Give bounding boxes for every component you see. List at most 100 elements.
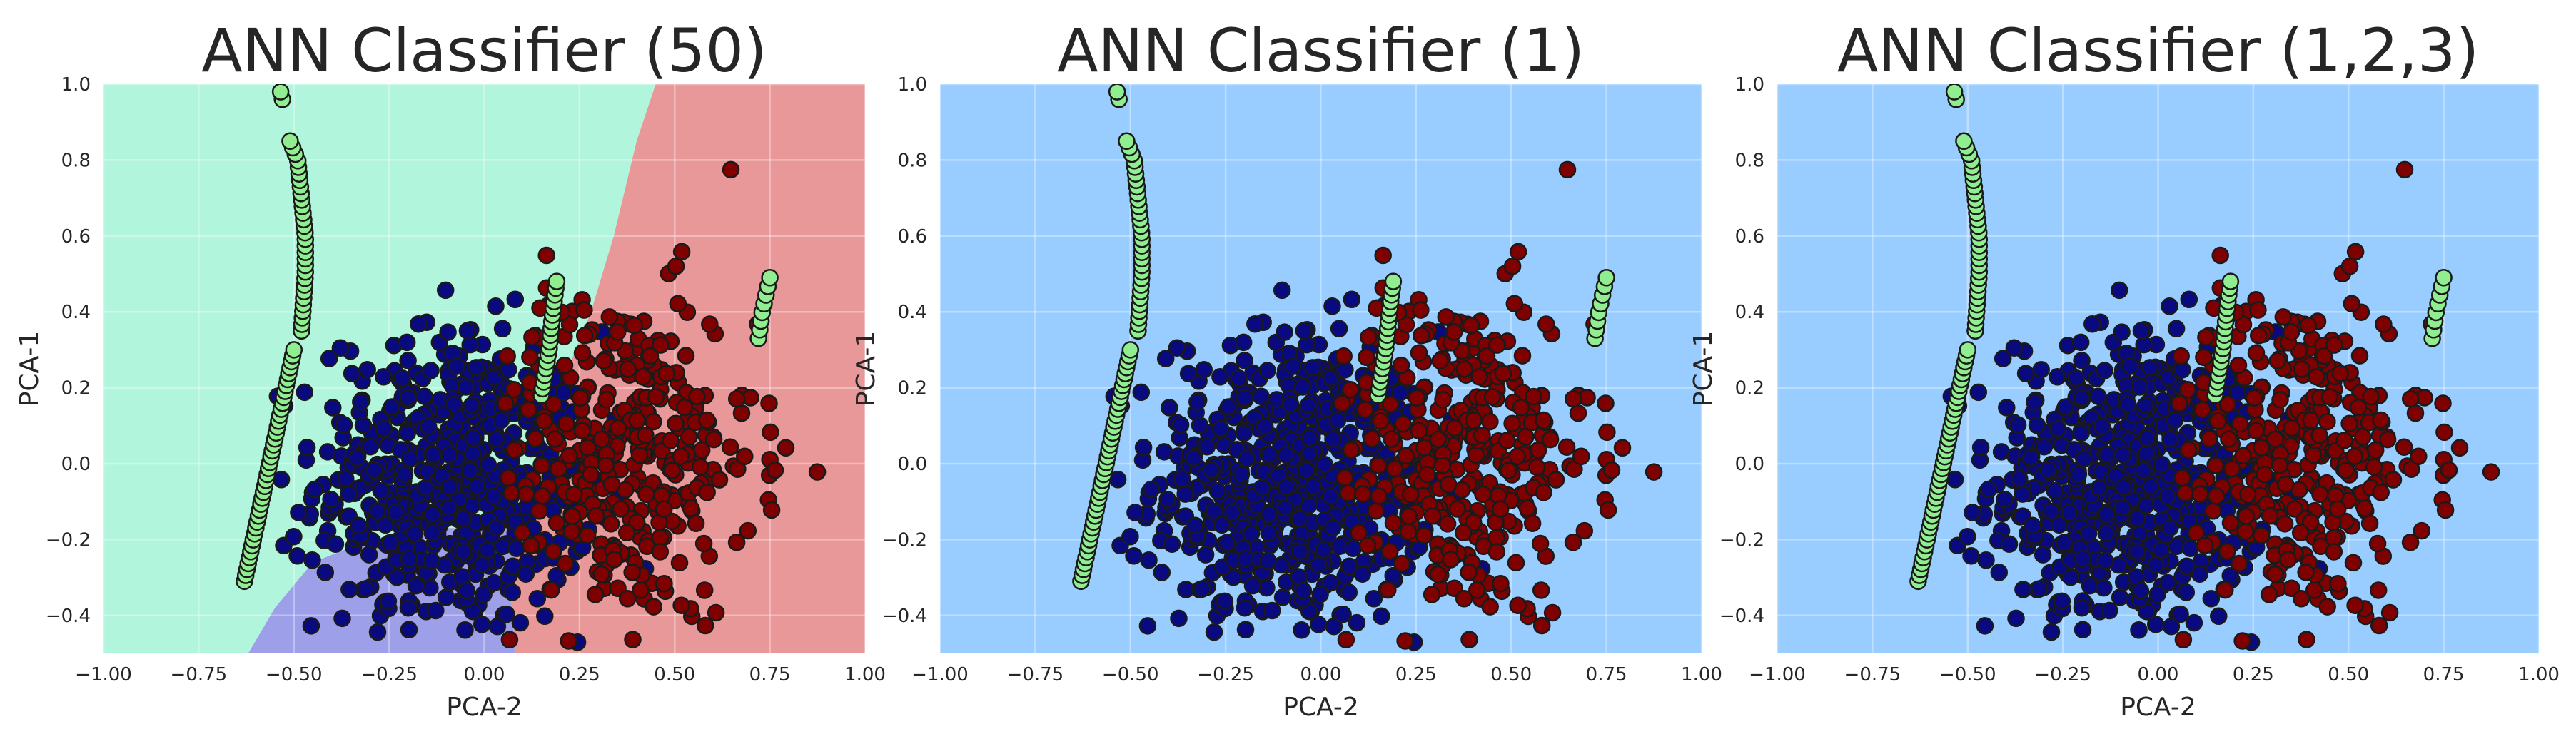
point-red — [2370, 616, 2388, 635]
point-blue — [405, 524, 424, 543]
point-red — [1439, 475, 1458, 494]
y-tick-label: 0.0 — [61, 454, 91, 475]
point-red — [1460, 631, 1478, 648]
point-blue — [410, 315, 428, 333]
point-red — [1467, 446, 1485, 464]
point-blue — [2024, 516, 2041, 534]
point-blue — [1188, 393, 1206, 411]
point-blue — [2130, 621, 2148, 639]
point-red — [2234, 315, 2253, 334]
point-blue — [458, 322, 477, 340]
point-red — [2434, 394, 2452, 412]
point-red — [1408, 389, 1426, 407]
point-blue — [1246, 315, 1264, 333]
point-red — [2196, 536, 2214, 554]
point-red — [575, 301, 593, 319]
point-blue — [1138, 617, 1157, 635]
point-red — [655, 574, 673, 593]
point-red — [1358, 536, 1377, 554]
point-red — [2302, 412, 2320, 429]
point-red — [1462, 316, 1480, 335]
point-blue — [368, 502, 387, 521]
point-red — [497, 394, 515, 412]
point-red — [2406, 404, 2425, 422]
point-blue — [1994, 350, 2012, 367]
point-blue — [331, 339, 350, 357]
point-blue — [2158, 573, 2177, 592]
y-tick-label: 0.4 — [1735, 302, 1764, 323]
point-blue — [285, 528, 303, 546]
y-tick-label: 1.0 — [61, 74, 91, 96]
point-green — [281, 132, 299, 151]
point-red — [2293, 360, 2310, 378]
point-red — [1535, 484, 1552, 501]
point-blue — [1186, 516, 1204, 534]
y-tick-label: 0.8 — [898, 150, 927, 171]
point-blue — [372, 482, 390, 500]
y-axis-label: PCA-1 — [15, 331, 44, 407]
point-red — [520, 401, 537, 419]
point-blue — [1196, 546, 1215, 564]
point-red — [2176, 484, 2194, 502]
point-blue — [2138, 429, 2156, 447]
x-tick-label: 0.75 — [749, 664, 791, 685]
point-blue — [460, 462, 479, 480]
point-blue — [1300, 444, 1318, 463]
point-red — [2340, 414, 2358, 433]
point-red — [2247, 344, 2266, 362]
y-tick-label: −0.2 — [46, 529, 91, 551]
point-red — [565, 485, 583, 504]
point-blue — [303, 551, 321, 569]
point-red — [1342, 441, 1360, 459]
point-red — [722, 160, 740, 179]
point-blue — [493, 320, 512, 338]
point-red — [1445, 323, 1463, 341]
point-blue — [422, 362, 440, 379]
point-red — [2171, 394, 2188, 412]
chart-title: ANN Classifier (1) — [1057, 16, 1585, 86]
point-red — [1478, 347, 1496, 365]
point-red — [605, 551, 623, 569]
point-red — [662, 432, 680, 449]
point-blue — [454, 542, 473, 561]
point-red — [1370, 487, 1388, 505]
point-blue — [1290, 542, 1309, 561]
point-blue — [488, 617, 507, 636]
point-blue — [457, 378, 475, 396]
point-blue — [401, 449, 419, 468]
point-blue — [1971, 439, 1990, 457]
point-red — [2283, 419, 2301, 437]
point-red — [766, 461, 784, 479]
point-red — [2329, 574, 2347, 593]
point-blue — [1282, 395, 1300, 414]
point-blue — [360, 546, 378, 564]
point-red — [1541, 430, 1560, 449]
point-red — [1354, 485, 1372, 503]
point-red — [2401, 389, 2420, 408]
point-red — [608, 323, 627, 341]
point-red — [2247, 422, 2266, 440]
point-red — [692, 458, 709, 476]
point-blue — [1236, 550, 1255, 568]
point-blue — [2131, 581, 2150, 600]
point-blue — [1315, 541, 1333, 559]
point-red — [1410, 422, 1428, 440]
point-red — [695, 581, 714, 599]
point-red — [2362, 387, 2380, 406]
point-red — [1341, 381, 1360, 399]
point-red — [2380, 603, 2399, 622]
point-blue — [1299, 397, 1317, 414]
point-green — [285, 341, 303, 359]
point-blue — [2141, 359, 2159, 377]
y-tick-label: 0.6 — [1735, 226, 1764, 248]
point-blue — [354, 416, 373, 434]
point-red — [2292, 590, 2310, 608]
point-blue — [492, 411, 510, 429]
point-blue — [361, 437, 380, 456]
point-red — [652, 336, 670, 354]
point-blue — [2141, 477, 2160, 496]
point-red — [1470, 368, 1488, 386]
chart-title: ANN Classifier (1,2,3) — [1837, 16, 2479, 86]
point-red — [675, 399, 694, 417]
point-green — [1597, 269, 1615, 287]
